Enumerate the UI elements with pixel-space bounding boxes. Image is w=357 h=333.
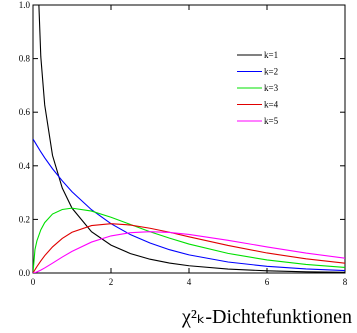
chart-title: χ²ₖ-Dichtefunktionen <box>181 306 352 328</box>
plot-frame <box>32 4 346 274</box>
series-line <box>33 138 345 272</box>
legend-label: k=2 <box>264 67 278 77</box>
x-tick-label: 4 <box>187 277 192 287</box>
series-line <box>38 5 345 273</box>
y-tick-label: 0.2 <box>19 214 30 224</box>
series-line <box>33 223 345 273</box>
y-tick-label: 0.8 <box>19 54 31 64</box>
y-tick-label: 1.0 <box>19 0 31 10</box>
x-tick-label: 0 <box>31 277 36 287</box>
y-tick-label: 0.6 <box>19 107 31 117</box>
legend-label: k=1 <box>264 50 278 60</box>
legend-label: k=3 <box>264 83 279 93</box>
plot-lines <box>33 5 345 273</box>
series-line <box>33 231 345 273</box>
y-tick-label: 0.4 <box>19 161 31 171</box>
series-line <box>33 207 345 273</box>
x-tick-label: 2 <box>109 277 114 287</box>
x-tick-label: 6 <box>265 277 270 287</box>
legend-label: k=4 <box>264 100 279 110</box>
y-tick-label: 0.0 <box>19 268 31 278</box>
x-tick-label: 8 <box>343 277 348 287</box>
legend-label: k=5 <box>264 116 279 126</box>
